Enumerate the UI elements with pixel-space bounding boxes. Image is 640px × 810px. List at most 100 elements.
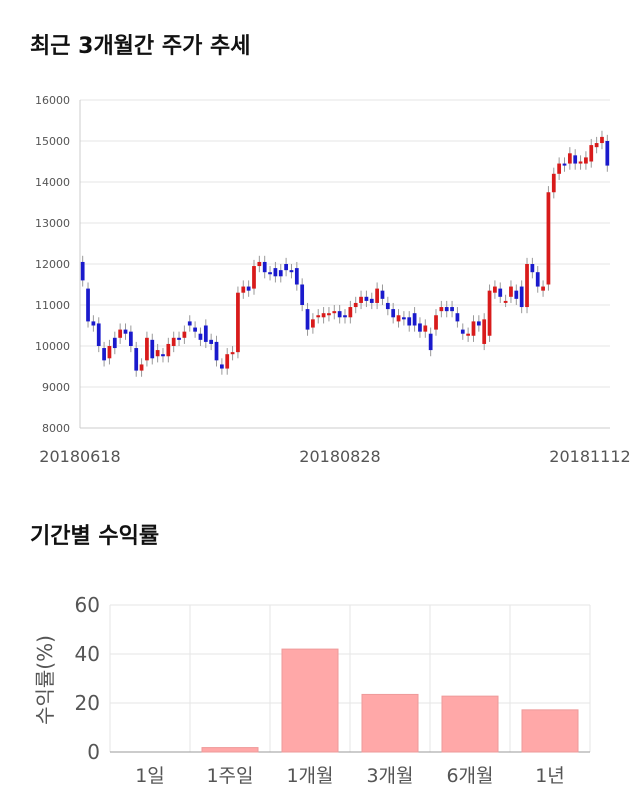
candle-body (332, 311, 337, 314)
candle-body (594, 143, 599, 148)
candle (268, 266, 272, 281)
candle (86, 282, 90, 328)
candle-body (284, 264, 288, 271)
candle-body (278, 270, 283, 277)
candle-body (476, 321, 481, 326)
candle (161, 348, 165, 363)
stock-candlestick-chart: 8000 9000 10000 11000 12000 13000 14000 15000 16… (35, 94, 631, 466)
candle (455, 307, 460, 328)
candle-body (471, 321, 476, 336)
candle (316, 309, 321, 324)
bar (201, 747, 259, 753)
candle (551, 167, 556, 199)
candle (128, 325, 133, 353)
candle-body (584, 157, 588, 164)
bar-x-tick-label: 1주일 (206, 765, 253, 787)
candle-body (466, 333, 471, 336)
candle (209, 333, 214, 351)
candle-body (498, 288, 503, 297)
candle-body (562, 163, 567, 166)
candle (96, 317, 101, 353)
candle-body (450, 307, 454, 312)
candle (434, 309, 438, 336)
candle (337, 305, 342, 324)
candle-y-tick-label: 15000 (35, 135, 70, 148)
candle-body (407, 317, 412, 326)
candle-body (145, 337, 149, 361)
candle (541, 280, 545, 297)
candle-body (102, 348, 106, 361)
bar-x-tick-label: 3개월 (366, 765, 413, 787)
candle (573, 149, 578, 170)
candle-body (289, 270, 294, 273)
candle (80, 255, 85, 287)
candle-body (294, 268, 299, 285)
returns-title: 기간별 수익률 (30, 524, 160, 549)
bar (441, 695, 499, 753)
candle (230, 346, 235, 361)
candle (428, 327, 433, 357)
bar (361, 693, 419, 753)
candle (278, 264, 283, 283)
candle-y-tick-label: 10000 (35, 340, 70, 353)
candle-body (391, 309, 396, 318)
candle-body (273, 268, 278, 277)
candle-body (177, 337, 181, 340)
candle (171, 331, 176, 353)
candle-body (182, 331, 187, 338)
candle-body (241, 286, 246, 293)
candle (187, 315, 192, 332)
candle (460, 323, 465, 340)
candle-body (434, 315, 438, 330)
candle (466, 327, 471, 342)
candle-body (418, 323, 422, 332)
candle (177, 331, 181, 346)
candle (385, 296, 390, 316)
candle-body (193, 327, 197, 332)
candle-body (203, 325, 208, 342)
candle-body (246, 286, 251, 291)
candle (246, 280, 251, 297)
candle (562, 157, 567, 172)
candle (166, 337, 171, 363)
candle-body (128, 331, 133, 346)
candle-body (578, 161, 583, 164)
candle-body (423, 325, 428, 332)
candle-body (171, 337, 176, 346)
candle (503, 294, 508, 308)
bar-y-label: 수익률(%) (33, 635, 57, 725)
bar-x-tick-label: 1개월 (286, 765, 333, 787)
candle (359, 290, 363, 310)
candle (236, 286, 240, 359)
candle-body (139, 364, 144, 371)
candle (380, 284, 385, 305)
candle-y-tick-label: 11000 (35, 299, 70, 312)
candle-body (509, 286, 513, 297)
candle-body (134, 348, 139, 371)
bar-x-ticks: 1일 1주일 1개월 3개월 6개월 1년 (135, 765, 565, 787)
candle-body (112, 337, 117, 349)
candle (450, 300, 454, 318)
candle (273, 261, 278, 283)
candle-body (525, 264, 529, 308)
candle-body (187, 321, 192, 326)
candle-body (343, 315, 347, 318)
candle-body (225, 354, 230, 369)
candle-body (118, 329, 123, 338)
candle (567, 147, 572, 170)
candle-x-tick-label: 20180828 (299, 447, 380, 466)
candle-body (155, 350, 160, 357)
candle-y-tick-label: 16000 (35, 94, 70, 107)
candle (332, 305, 337, 320)
candle-body (348, 307, 353, 318)
bar-x-tick-label: 1일 (135, 765, 165, 787)
candle (241, 280, 246, 299)
candle-body (567, 153, 572, 164)
candle (198, 327, 203, 346)
candle-body (300, 284, 305, 305)
candle-body (236, 292, 240, 353)
candle-body (605, 141, 610, 166)
candle (439, 300, 444, 318)
candle-y-tick-label: 13000 (35, 217, 70, 230)
